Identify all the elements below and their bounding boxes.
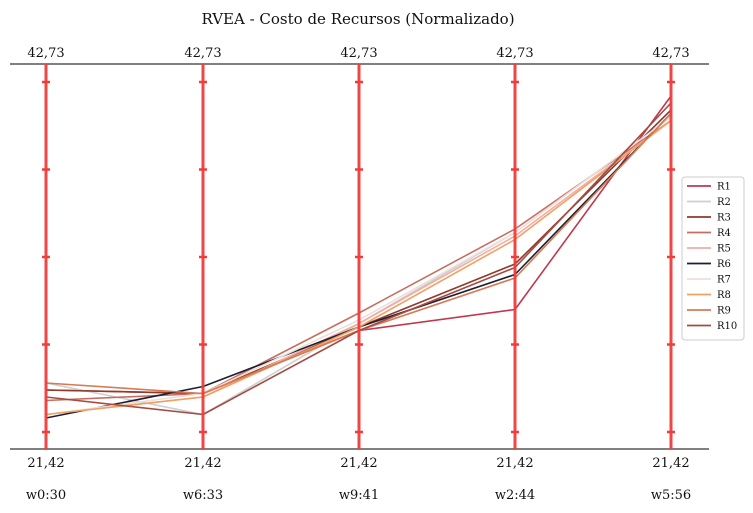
axis-top-label: 42,73 — [184, 46, 221, 61]
legend-label-r2: R2 — [717, 197, 731, 208]
legend-label-r4: R4 — [717, 228, 731, 239]
axis-top-label: 42,73 — [652, 46, 689, 61]
axis-top-label: 42,73 — [496, 46, 533, 61]
axis-name: w5:56 — [651, 488, 691, 503]
axis-top-label: 42,73 — [27, 46, 64, 61]
axis-bottom-label: 21,42 — [652, 456, 689, 471]
legend-label-r3: R3 — [717, 213, 731, 224]
chart-title: RVEA - Costo de Recursos (Normalizado) — [201, 10, 514, 28]
axis-name: w6:33 — [183, 488, 223, 503]
axis-top-label: 42,73 — [340, 46, 377, 61]
legend: R1 R2 R3 R4 R5 R6 R7 R8 R9 R10 — [681, 176, 745, 341]
parallel-axes — [42, 64, 675, 449]
axis-name: w9:41 — [339, 488, 379, 503]
legend-label-r8: R8 — [717, 290, 731, 301]
axis-bottom-label: 21,42 — [184, 456, 221, 471]
axis-bottom-label: 21,42 — [27, 456, 64, 471]
legend-label-r10: R10 — [717, 321, 737, 332]
legend-label-r5: R5 — [717, 244, 731, 255]
legend-label-r6: R6 — [717, 259, 731, 270]
axis-name: w2:44 — [495, 488, 535, 503]
axis-labels: 42,73 21,42 w0:30 42,73 21,42 w6:33 42,73 21,42… — [26, 46, 691, 503]
axis-name: w0:30 — [26, 488, 66, 503]
legend-label-r1: R1 — [717, 182, 731, 193]
legend-label-r7: R7 — [717, 275, 731, 286]
axis-bottom-label: 21,42 — [340, 456, 377, 471]
legend-label-r9: R9 — [717, 306, 731, 317]
axis-bottom-label: 21,42 — [496, 456, 533, 471]
